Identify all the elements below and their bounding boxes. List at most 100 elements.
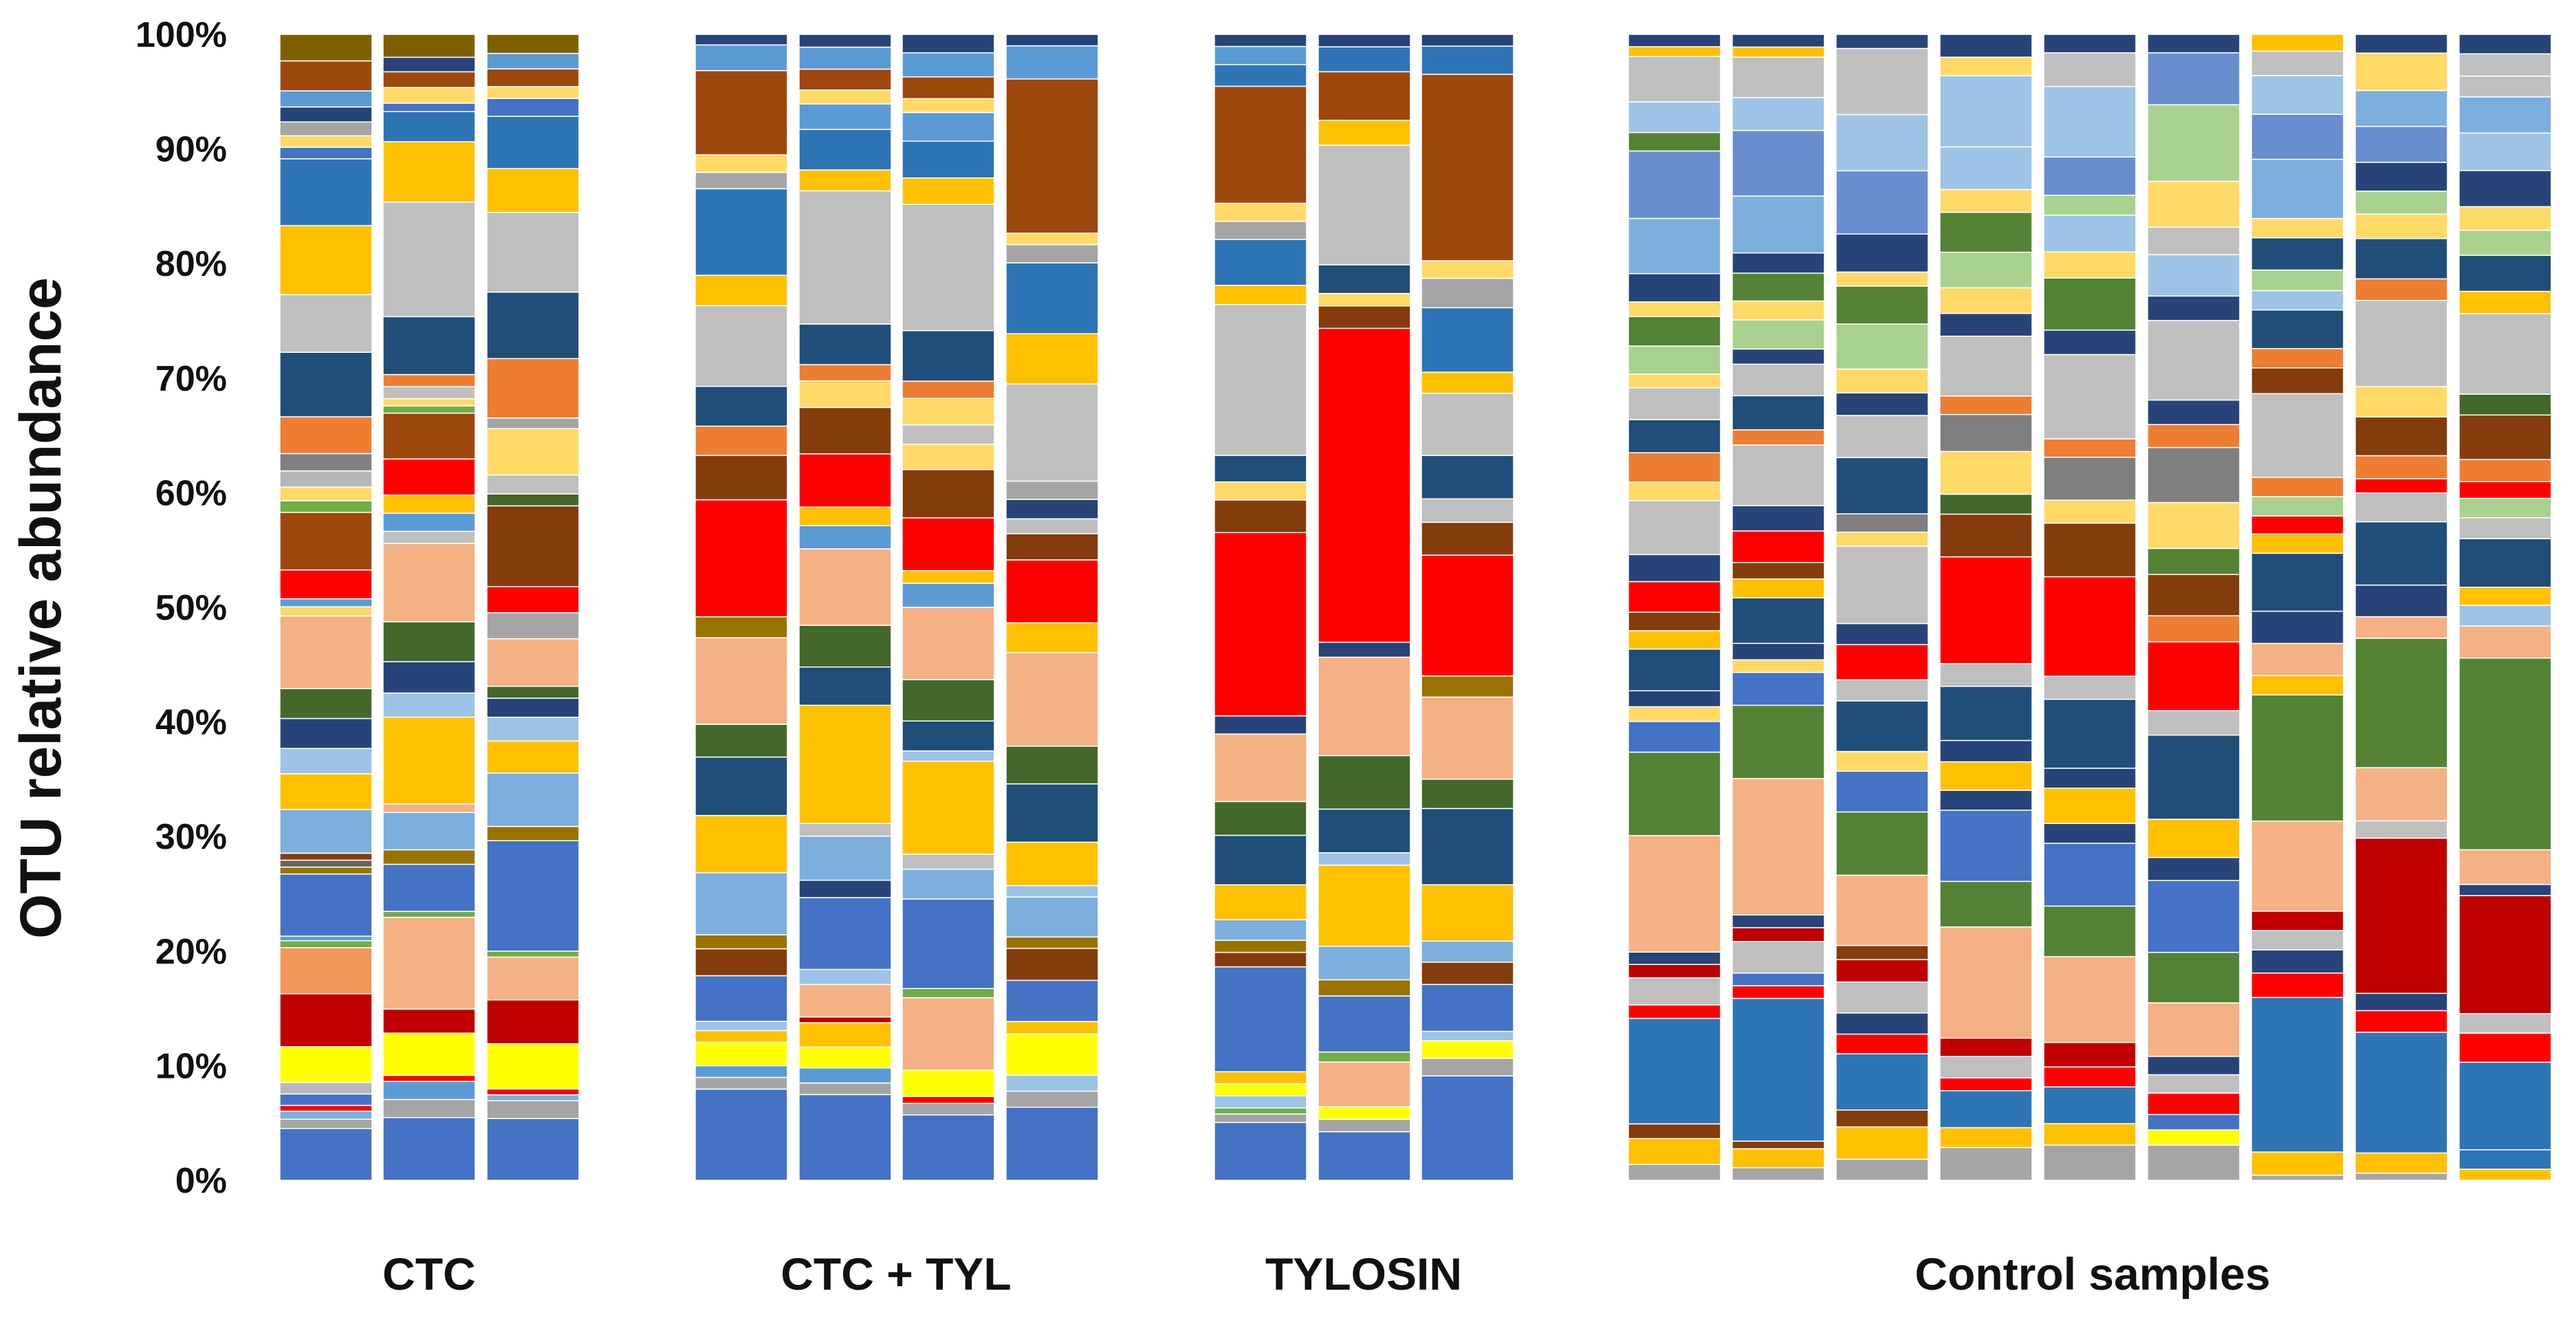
bar-segment — [279, 294, 373, 353]
bar-segment — [2458, 517, 2552, 539]
bar-segment — [486, 1100, 580, 1119]
bar-segment — [382, 202, 476, 318]
bar-segment — [1628, 1017, 1721, 1125]
bar-segment — [1214, 239, 1307, 286]
bar-segment — [1628, 419, 1721, 454]
bar-segment — [1835, 271, 1929, 287]
bar-segment — [279, 873, 373, 937]
bar-segment — [902, 517, 995, 572]
bar-segment — [1214, 34, 1307, 47]
bar-segment — [2043, 251, 2137, 279]
bar-segment — [1214, 715, 1307, 735]
bar-segment — [279, 615, 373, 689]
bar-segment — [1005, 232, 1099, 246]
bar-segment — [486, 772, 580, 827]
x-group-label: CTC — [382, 1248, 476, 1299]
bar-segment — [1005, 1021, 1099, 1035]
bar-segment — [1214, 801, 1307, 836]
bar-segment — [1939, 335, 2033, 397]
bar-segment — [1732, 914, 1825, 929]
bar-segment — [486, 956, 580, 1001]
bar-segment — [2147, 710, 2240, 736]
bar-segment — [1005, 518, 1099, 534]
bar-segment — [279, 60, 373, 91]
bar-segment — [279, 993, 373, 1048]
bar-segment — [1628, 751, 1721, 836]
bar-segment — [1214, 481, 1307, 501]
bar-segment — [798, 506, 892, 526]
bar-segment — [2043, 823, 2137, 844]
bar-segment — [902, 111, 995, 142]
bar-segment — [2147, 1002, 2240, 1057]
bar-segment — [2251, 997, 2344, 1153]
bar-segment — [2251, 1174, 2344, 1181]
bar-segment — [1628, 648, 1721, 692]
bar-segment — [695, 34, 788, 46]
bar-segment — [2355, 638, 2448, 768]
bar-segment — [279, 1081, 373, 1095]
stacked-bar — [382, 34, 476, 1181]
bar-segment — [1939, 556, 2033, 664]
bar-segment — [1939, 188, 2033, 213]
bar-segment — [695, 975, 788, 1022]
bar-segment — [1628, 1123, 1721, 1140]
bar-segment — [279, 453, 373, 472]
bar-segment — [2043, 34, 2137, 54]
bar-segment — [798, 46, 892, 70]
stacked-bar — [798, 34, 892, 1181]
bar-segment — [279, 866, 373, 875]
bar-segment — [798, 1016, 892, 1023]
bar-segment — [2458, 538, 2552, 588]
bar-segment — [1005, 1074, 1099, 1092]
bar-segment — [1421, 393, 1514, 456]
bar-segment — [695, 455, 788, 501]
bar-segment — [798, 323, 892, 365]
bar-segment — [1005, 783, 1099, 843]
bar-segment — [2147, 641, 2240, 711]
bar-segment — [1732, 1167, 1825, 1181]
bar-segment — [382, 803, 476, 813]
bar-segment — [2043, 195, 2137, 216]
bar-segment — [2355, 386, 2448, 418]
bar-segment — [2355, 416, 2448, 457]
bar-segment — [1005, 936, 1099, 949]
bar-segment — [1421, 984, 1514, 1032]
bar-segment — [1835, 323, 1929, 370]
bar-segment — [1214, 966, 1307, 1072]
bar-segment — [1628, 500, 1721, 556]
bar-segment — [2458, 849, 2552, 885]
bar-segment — [1421, 675, 1514, 698]
stacked-bar — [2355, 34, 2448, 1181]
bar-segment — [798, 453, 892, 508]
bar-segment — [2355, 238, 2448, 280]
bar-segment — [2355, 89, 2448, 127]
bar-segment — [1732, 778, 1825, 916]
bar-segment — [279, 606, 373, 617]
bar-segment — [2043, 52, 2137, 87]
bar-segment — [695, 1076, 788, 1090]
bar-segment — [1628, 301, 1721, 318]
bar-segment — [2458, 1061, 2552, 1151]
bar-segment — [2147, 880, 2240, 953]
bar-segment — [695, 188, 788, 276]
bar-segment — [1318, 327, 1411, 643]
bar-segment — [2147, 34, 2240, 54]
bar-segment — [2147, 1092, 2240, 1116]
bar-segment — [902, 988, 995, 999]
bar-segment — [2251, 269, 2344, 292]
bar-segment — [1732, 395, 1825, 431]
bar-segment — [1628, 150, 1721, 219]
bar-segment — [2458, 1032, 2552, 1063]
bar-segment — [2458, 53, 2552, 77]
bar-segment — [1214, 834, 1307, 886]
bar-segment — [695, 934, 788, 950]
bar-segment — [1318, 1131, 1411, 1181]
bar-segment — [1939, 493, 2033, 515]
bar-segment — [2458, 497, 2552, 519]
bar-segment — [798, 835, 892, 881]
bar-segment — [382, 849, 476, 865]
bar-segment — [1628, 964, 1721, 979]
bar-segment — [1732, 1148, 1825, 1169]
bar-segment — [1214, 1071, 1307, 1085]
